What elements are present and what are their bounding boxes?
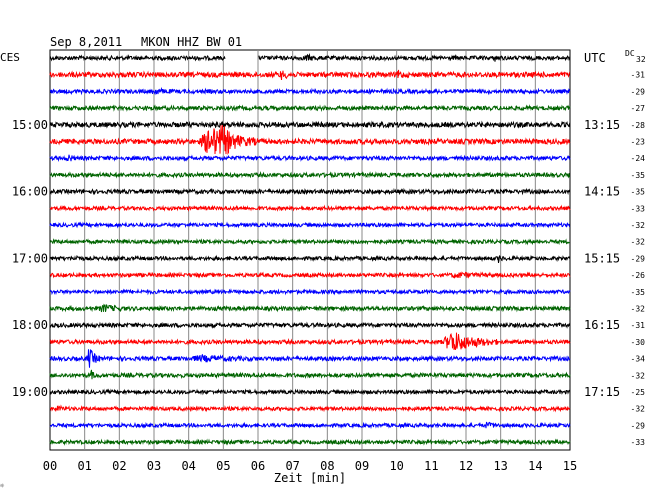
trace-line-2: [50, 86, 571, 96]
right-time-label: UTC: [584, 51, 606, 65]
trace-group: [49, 53, 571, 446]
x-tick-label: 08: [320, 459, 334, 473]
trace-line-23: [49, 438, 571, 446]
right-time-label: 13:15: [584, 118, 620, 132]
x-tick-label: 11: [424, 459, 438, 473]
dc-offset-label: -30: [631, 338, 646, 347]
dc-offset-label: -34: [631, 355, 646, 364]
dc-label: DC: [625, 49, 635, 58]
right-time-label: 14:15: [584, 185, 620, 199]
trace-line-18: [49, 349, 571, 368]
plot-frame: [49, 49, 571, 451]
trace-line-8: [49, 187, 571, 196]
x-tick-label: 14: [528, 459, 542, 473]
x-tick-label: 13: [493, 459, 507, 473]
dc-offset-label: -26: [631, 271, 646, 280]
x-tick-label: 04: [181, 459, 195, 473]
x-tick-label: 07: [285, 459, 299, 473]
trace-line-7: [49, 170, 571, 179]
dc-top-value: 32: [636, 55, 646, 64]
dc-offset-labels: -31 -29 -27 -28 -23 -24 -35 -35 -33 -32 -32 -29 -26 -…: [631, 71, 646, 447]
dc-offset-label: -32: [631, 305, 646, 314]
trace-line-17: [49, 332, 571, 350]
left-time-label: 18:00: [12, 318, 48, 332]
trace-line-5: [49, 125, 571, 155]
vertical-grid: [84, 50, 536, 450]
dc-offset-label: -29: [631, 87, 646, 96]
x-axis-ticks: 00 01 02 03 04 05 06 07 08 09 10 11 12 13 14 15: [43, 459, 577, 473]
dc-offset-label: -27: [631, 104, 646, 113]
dc-offset-label: -32: [631, 405, 646, 414]
trace-line-4: [49, 120, 571, 130]
dc-offset-label: -35: [631, 171, 646, 180]
dc-offset-label: -31: [631, 71, 646, 80]
right-time-labels: UTC 13:15 14:15 15:15 16:15 17:15: [584, 51, 620, 399]
trace-line-1: [49, 69, 570, 81]
x-tick-label: 03: [147, 459, 161, 473]
left-time-label: 15:00: [12, 118, 48, 132]
trace-line-6: [49, 154, 571, 162]
x-tick-label: 06: [251, 459, 265, 473]
chart-station: MKON HHZ BW 01: [141, 35, 242, 49]
dc-offset-label: -32: [631, 238, 646, 247]
dc-offset-label: -33: [631, 204, 646, 213]
x-tick-label: 15: [563, 459, 577, 473]
dc-offset-label: -32: [631, 371, 646, 380]
right-time-label: 15:15: [584, 251, 620, 265]
dc-offset-label: -25: [631, 388, 646, 397]
left-time-labels: 15:00 16:00 17:00 18:00 19:00: [12, 118, 48, 399]
dc-offset-label: -35: [631, 288, 646, 297]
trace-line-10: [49, 221, 571, 229]
trace-line-15: [49, 303, 571, 313]
left-time-label: 17:00: [12, 251, 48, 265]
trace-line-14: [49, 288, 571, 296]
trace-line-22: [49, 421, 571, 430]
x-axis-title: Zeit [min]: [274, 471, 346, 485]
left-time-label: 16:00: [12, 185, 48, 199]
dc-offset-label: -35: [631, 188, 646, 197]
trace-line-11: [49, 238, 570, 246]
trace-line-16: [49, 321, 571, 329]
dc-offset-label: -28: [631, 121, 646, 130]
x-tick-label: 12: [459, 459, 473, 473]
trace-line-0: [49, 53, 571, 62]
trace-line-19: [49, 369, 571, 380]
x-tick-label: 02: [112, 459, 126, 473]
trace-line-20: [49, 388, 571, 396]
corner-mark: ☼: [0, 482, 5, 490]
trace-line-9: [49, 204, 571, 213]
left-time-label: 19:00: [12, 385, 48, 399]
trace-line-21: [49, 404, 571, 413]
right-time-label: 16:15: [584, 318, 620, 332]
chart-date: Sep 8,2011: [50, 35, 122, 49]
dc-offset-label: -24: [631, 154, 646, 163]
dc-offset-label: -23: [631, 138, 646, 147]
trace-line-12: [50, 254, 571, 263]
trace-line-13: [49, 271, 571, 279]
dc-offset-label: -29: [631, 254, 646, 263]
x-tick-label: 09: [355, 459, 369, 473]
dc-offset-label: -33: [631, 438, 646, 447]
dc-offset-label: -31: [631, 321, 646, 330]
x-tick-label: 05: [216, 459, 230, 473]
right-time-label: 17:15: [584, 385, 620, 399]
trace-line-3: [49, 104, 571, 112]
dc-offset-label: -32: [631, 221, 646, 230]
x-tick-label: 00: [43, 459, 57, 473]
left-timezone-label: CES: [0, 51, 20, 64]
dc-offset-label: -29: [631, 421, 646, 430]
x-tick-label: 10: [389, 459, 403, 473]
x-tick-label: 01: [77, 459, 91, 473]
